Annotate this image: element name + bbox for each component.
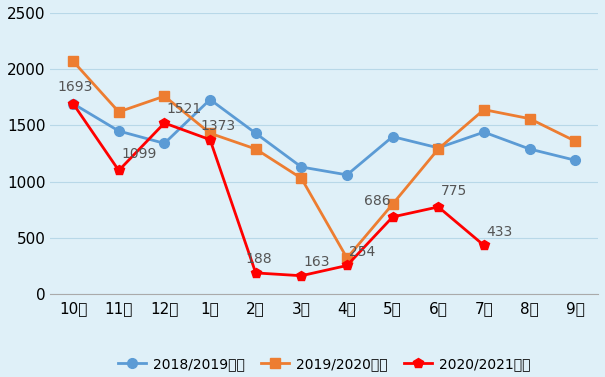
2020/2021年度 — [389, 215, 396, 219]
Text: 1099: 1099 — [121, 147, 157, 161]
2019/2020年度 — [526, 116, 533, 121]
2019/2020年度 — [115, 110, 122, 114]
2020/2021年度 — [344, 263, 351, 268]
Text: 1521: 1521 — [167, 102, 202, 116]
Text: 254: 254 — [349, 245, 376, 259]
2018/2019年度 — [434, 146, 442, 150]
Text: 1373: 1373 — [200, 119, 235, 133]
2020/2021年度 — [70, 101, 77, 106]
2019/2020年度 — [572, 139, 579, 143]
2018/2019年度 — [115, 129, 122, 133]
2018/2019年度 — [480, 130, 488, 134]
2020/2021年度 — [434, 205, 442, 209]
2018/2019年度 — [252, 131, 260, 135]
2019/2020年度 — [344, 256, 351, 261]
2020/2021年度 — [298, 273, 305, 278]
2020/2021年度 — [480, 243, 488, 248]
2019/2020年度 — [252, 147, 260, 151]
Legend: 2018/2019年度, 2019/2020年度, 2020/2021年度: 2018/2019年度, 2019/2020年度, 2020/2021年度 — [113, 352, 536, 377]
2020/2021年度 — [252, 271, 260, 275]
Text: 775: 775 — [440, 184, 467, 198]
2019/2020年度 — [70, 59, 77, 64]
Line: 2019/2020年度: 2019/2020年度 — [68, 57, 580, 263]
2020/2021年度 — [115, 168, 122, 173]
2018/2019年度 — [572, 158, 579, 162]
2018/2019年度 — [161, 141, 168, 146]
2020/2021年度 — [161, 121, 168, 125]
2019/2020年度 — [389, 202, 396, 206]
Text: 686: 686 — [364, 194, 390, 208]
2018/2019年度 — [70, 101, 77, 106]
2018/2019年度 — [298, 165, 305, 169]
2018/2019年度 — [206, 97, 214, 102]
Text: 188: 188 — [245, 252, 272, 266]
2019/2020年度 — [480, 107, 488, 112]
2019/2020年度 — [434, 147, 442, 151]
Line: 2018/2019年度: 2018/2019年度 — [68, 95, 580, 180]
2018/2019年度 — [344, 173, 351, 177]
2020/2021年度 — [206, 137, 214, 142]
Text: 163: 163 — [304, 255, 330, 269]
2019/2020年度 — [206, 131, 214, 135]
Text: 1693: 1693 — [57, 80, 93, 93]
Line: 2020/2021年度: 2020/2021年度 — [68, 99, 489, 280]
2018/2019年度 — [526, 147, 533, 151]
2019/2020年度 — [298, 176, 305, 181]
2018/2019年度 — [389, 134, 396, 139]
2019/2020年度 — [161, 94, 168, 98]
Text: 433: 433 — [486, 225, 512, 239]
